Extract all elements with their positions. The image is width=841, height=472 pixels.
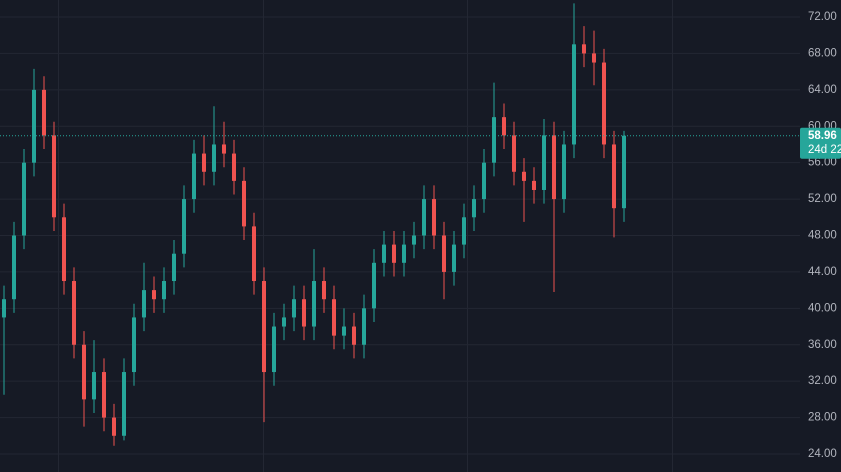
candle-body: [182, 199, 186, 254]
candle-body: [262, 281, 266, 373]
candle-body: [582, 44, 586, 54]
candle-body: [312, 281, 316, 327]
y-tick-label: 64.00: [808, 84, 837, 96]
candle-body: [352, 326, 356, 345]
y-tick-label: 36.00: [808, 339, 837, 351]
candle-body: [202, 153, 206, 172]
candle-body: [192, 153, 196, 200]
candle-body: [92, 372, 96, 400]
candle-body: [272, 326, 276, 373]
candle-body: [342, 326, 346, 336]
last-price-badge: [800, 127, 841, 159]
candle-body: [382, 244, 386, 263]
candle-body: [122, 372, 126, 436]
candle-body: [622, 135, 626, 209]
candle-body: [482, 162, 486, 200]
candle-body: [592, 53, 596, 63]
candle-body: [442, 235, 446, 272]
candle-body: [42, 89, 46, 136]
candle-body: [612, 144, 616, 209]
candle-body: [512, 135, 516, 172]
candle-body: [132, 317, 136, 373]
candle-body: [252, 226, 256, 282]
candle-body: [412, 235, 416, 245]
y-tick-label: 28.00: [808, 412, 837, 424]
candle-body: [532, 180, 536, 190]
candle-body: [292, 299, 296, 318]
candle-body: [72, 281, 76, 345]
candle-body: [562, 144, 566, 200]
candle-body: [462, 217, 466, 245]
y-tick-label: 32.00: [808, 375, 837, 387]
candle-body: [222, 144, 226, 154]
candle-body: [82, 344, 86, 400]
candle-body: [232, 153, 236, 181]
candle-body: [52, 135, 56, 218]
y-tick-label: 24.00: [808, 448, 837, 460]
candle-body: [332, 299, 336, 336]
candle-body: [372, 262, 376, 309]
candle-body: [552, 135, 556, 200]
candle-body: [212, 144, 216, 172]
candle-body: [102, 372, 106, 418]
candle-body: [282, 317, 286, 327]
y-tick-label: 44.00: [808, 266, 837, 278]
y-tick-label: 56.00: [808, 157, 837, 169]
candle-body: [172, 253, 176, 282]
candle-body: [322, 281, 326, 300]
candle-body: [432, 199, 436, 236]
candle-body: [502, 117, 506, 136]
y-tick-label: 40.00: [808, 302, 837, 314]
candle-body: [522, 171, 526, 181]
candle-body: [402, 244, 406, 263]
candle-body: [12, 235, 16, 300]
candle-body: [452, 244, 456, 272]
candle-body: [392, 244, 396, 263]
candle-body: [362, 308, 366, 345]
last-price-label: 58.96: [808, 130, 837, 142]
candle-body: [492, 117, 496, 163]
y-tick-label: 52.00: [808, 193, 837, 205]
candle-body: [542, 135, 546, 190]
y-tick-label: 68.00: [808, 47, 837, 59]
candle-body: [302, 299, 306, 327]
candle-body: [152, 290, 156, 300]
candle-body: [162, 281, 166, 300]
candle-body: [22, 162, 26, 236]
candle-body: [602, 62, 606, 145]
candle-body: [422, 199, 426, 236]
candle-body: [2, 299, 6, 318]
y-tick-label: 48.00: [808, 230, 837, 242]
countdown-label: 24d 22: [808, 144, 841, 156]
candle-body: [242, 180, 246, 227]
candle-body: [572, 44, 576, 145]
candle-body: [62, 217, 66, 282]
candle-body: [142, 290, 146, 318]
candle-body: [32, 89, 36, 163]
candle-body: [472, 199, 476, 218]
candle-body: [112, 417, 116, 436]
y-tick-label: 72.00: [808, 11, 837, 23]
